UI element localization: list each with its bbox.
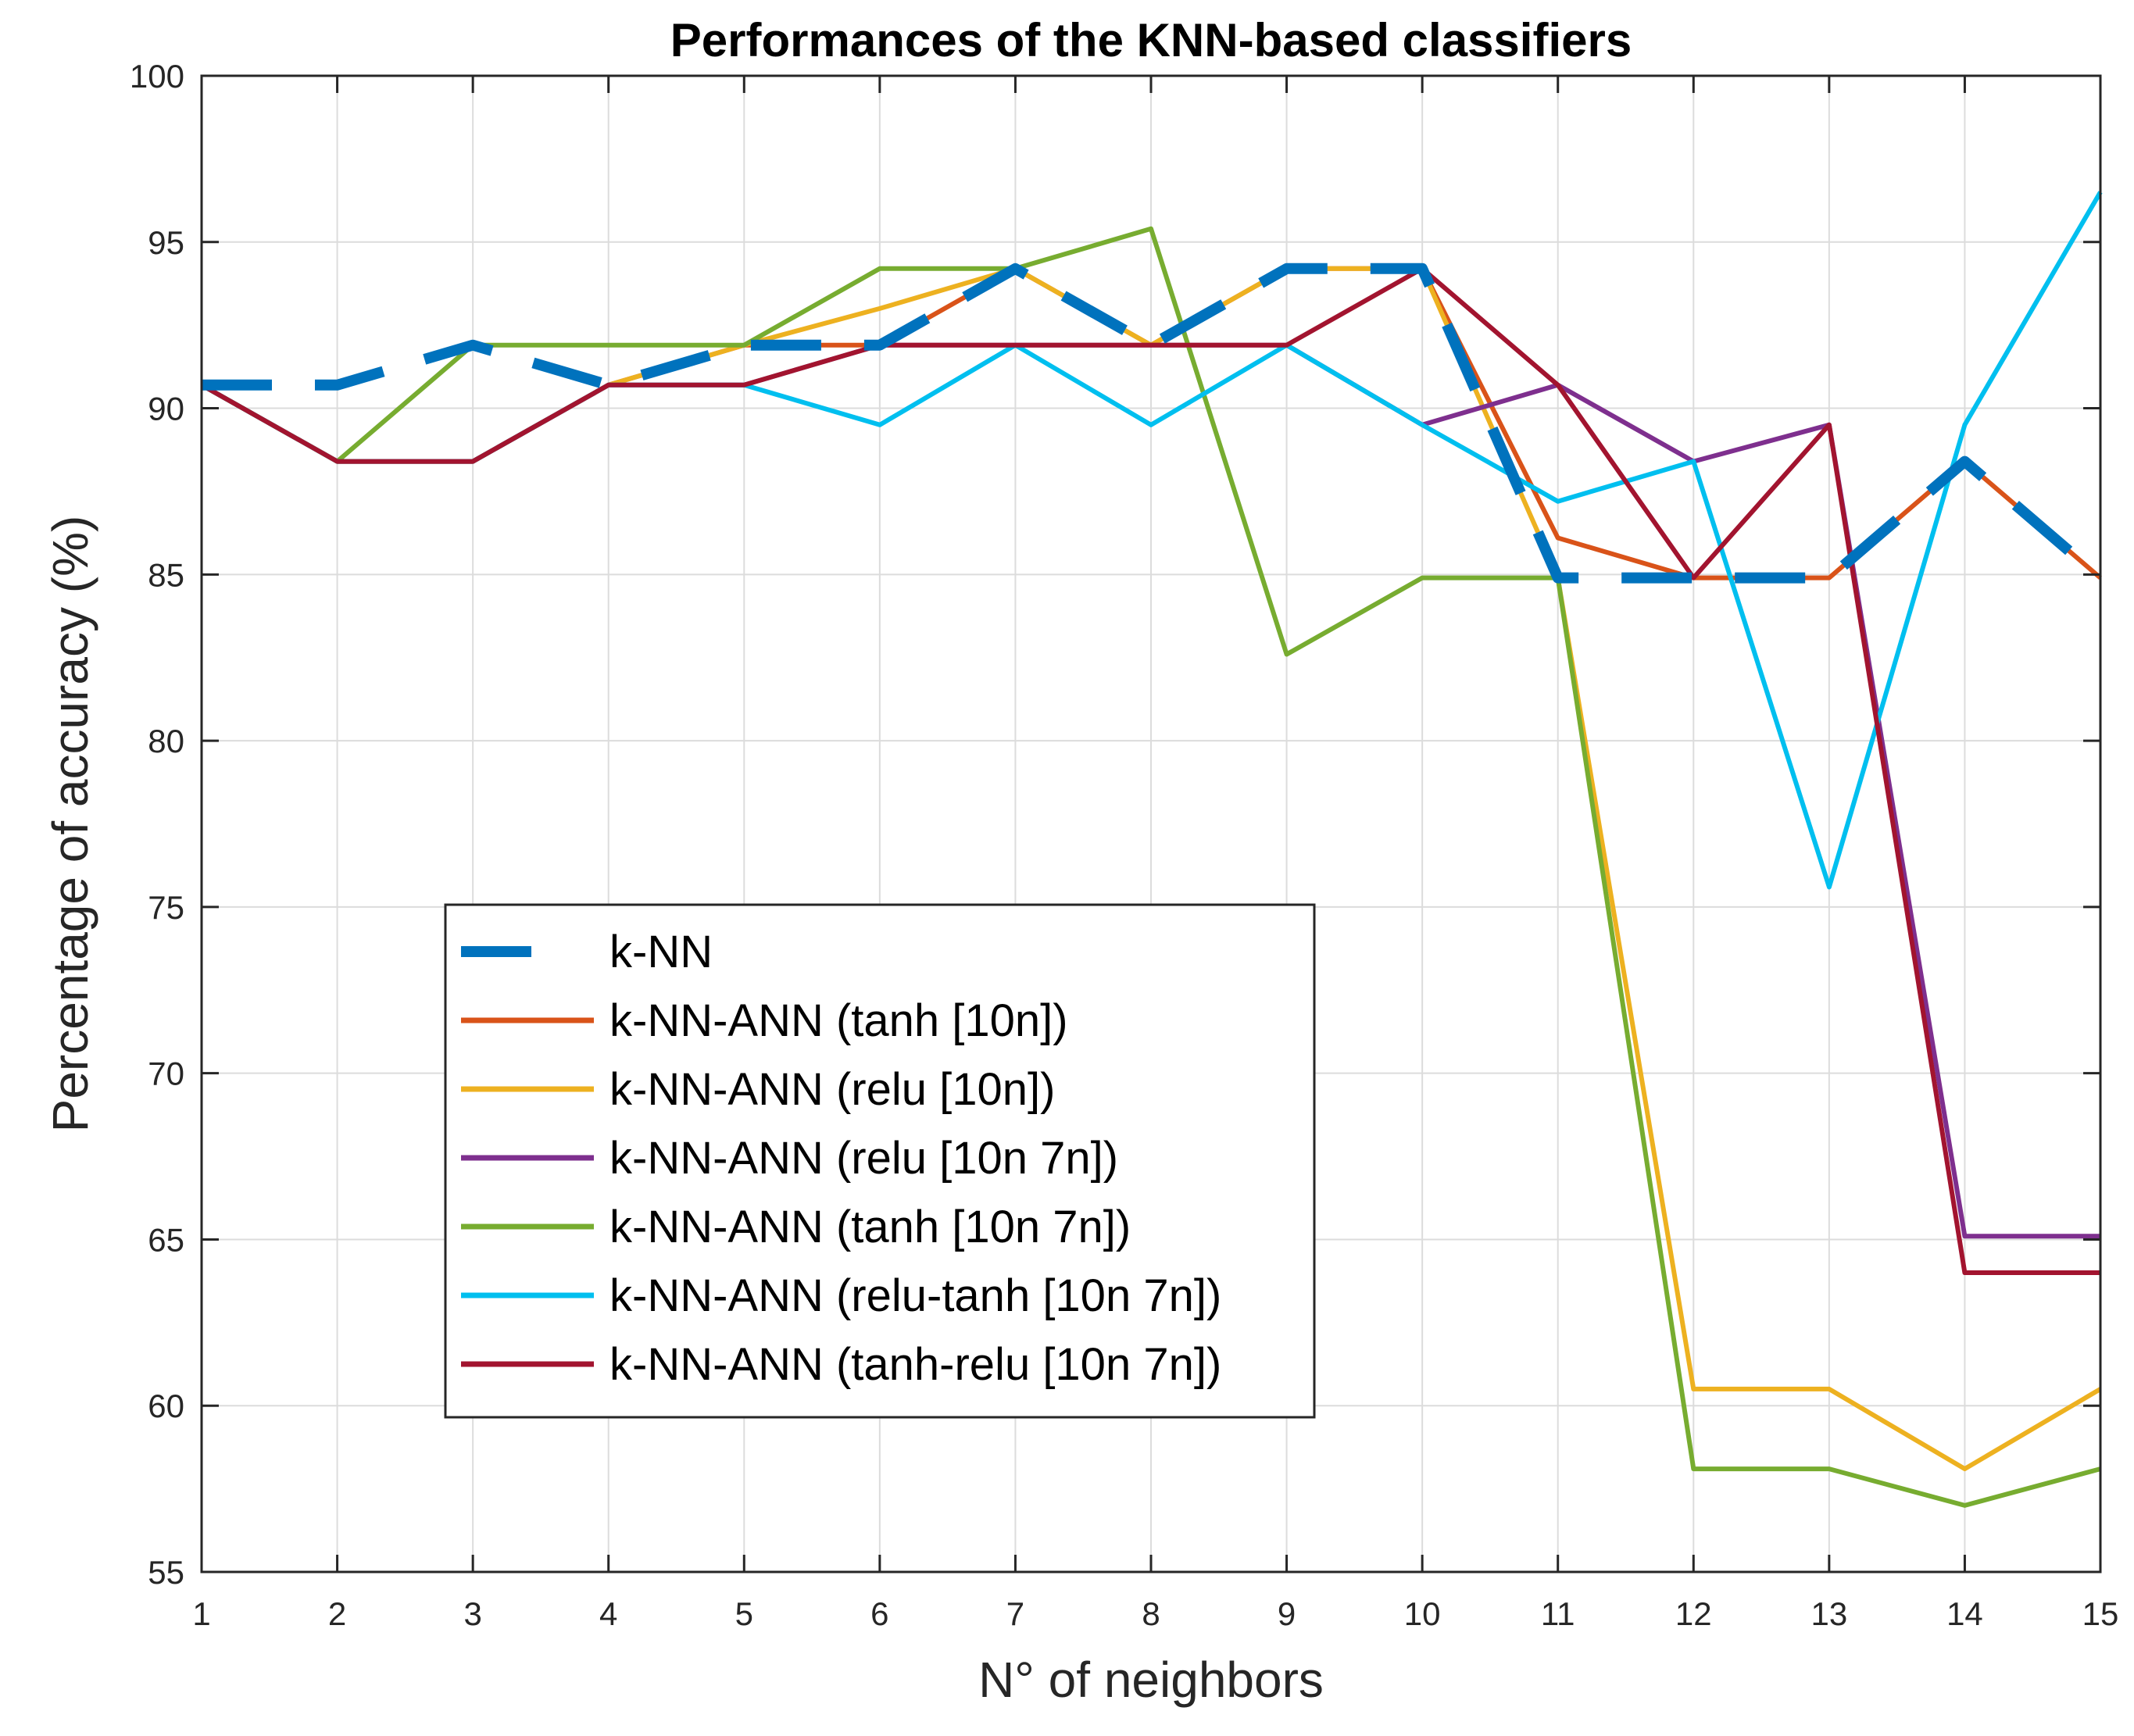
- legend-entry-label: k-NN-ANN (relu [10n 7n]): [609, 1133, 1118, 1184]
- y-axis-label: Percentage of accuracy (%): [42, 516, 98, 1133]
- x-tick-label: 6: [870, 1595, 888, 1632]
- legend-entry-label: k-NN: [609, 927, 713, 977]
- y-tick-label: 80: [148, 723, 184, 759]
- axis-ticks: 1 2 3 4 5 6 7 8 9 10 11 12 13 14 155560657075808590951…: [130, 58, 2118, 1632]
- y-tick-label: 55: [148, 1554, 184, 1591]
- x-tick-label: 12: [1675, 1595, 1712, 1632]
- x-tick-label: 15: [2082, 1595, 2119, 1632]
- series-line-k-nn-ann-tanh-relu-10n-7n: [200, 266, 2100, 1275]
- x-tick-label: 3: [463, 1595, 481, 1632]
- legend-box: [444, 903, 1316, 1419]
- chart-title: Performances of the KNN-based classifier…: [670, 14, 1632, 66]
- legend-entry-label: k-NN-ANN (relu [10n]): [609, 1064, 1055, 1115]
- x-tick-label: 11: [1541, 1595, 1575, 1632]
- series-group: [200, 191, 2104, 1508]
- legend-entry-label: k-NN-ANN (tanh-relu [10n 7n]): [609, 1339, 1221, 1390]
- x-tick-label: 7: [1006, 1595, 1024, 1632]
- y-tick-label: 65: [148, 1221, 184, 1258]
- x-tick-label: 8: [1142, 1595, 1160, 1632]
- y-tick-label: 60: [148, 1388, 184, 1424]
- y-tick-label: 95: [148, 224, 184, 261]
- legend-entry-label: k-NN-ANN (tanh [10n 7n]): [609, 1202, 1131, 1252]
- y-tick-label: 100: [130, 58, 184, 95]
- y-tick-label: 70: [148, 1056, 184, 1092]
- x-tick-label: 1: [192, 1595, 210, 1632]
- x-axis-label: N° of neighbors: [978, 1652, 1324, 1708]
- x-tick-label: 10: [1404, 1595, 1441, 1632]
- x-tick-label: 14: [1946, 1595, 1983, 1632]
- legend: k-NN k-NN-ANN (tanh [10n]) k-NN-ANN (relu …: [444, 903, 1316, 1419]
- legend-entry-label: k-NN-ANN (relu-tanh [10n 7n]): [609, 1270, 1221, 1321]
- x-tick-label: 13: [1811, 1595, 1847, 1632]
- legend-entry-label: k-NN-ANN (tanh [10n]): [609, 995, 1068, 1046]
- y-tick-label: 85: [148, 556, 184, 593]
- x-tick-label: 2: [328, 1595, 346, 1632]
- x-tick-label: 9: [1278, 1595, 1296, 1632]
- x-tick-label: 5: [735, 1595, 753, 1632]
- y-tick-label: 75: [148, 889, 184, 926]
- x-tick-label: 4: [599, 1595, 617, 1632]
- y-tick-label: 90: [148, 391, 184, 427]
- series-line-k-nn: [202, 263, 2104, 584]
- series-line-k-nn-ann-tanh-10n-7n: [200, 226, 2101, 1508]
